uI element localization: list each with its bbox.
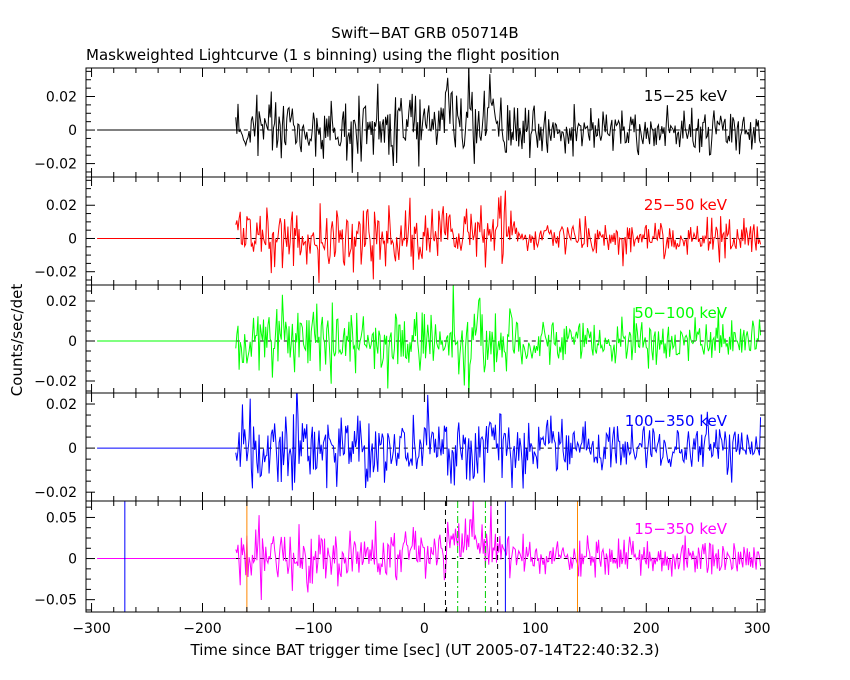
y-tick-label: 0 <box>68 334 77 350</box>
x-tick-label: 300 <box>744 621 771 637</box>
lightcurve-trace <box>235 285 762 393</box>
panel-2: −0.02 0 0.02 25−50 keV <box>34 176 766 286</box>
x-tick-label: 200 <box>633 621 660 637</box>
y-tick-label: 0 <box>68 123 77 139</box>
x-tick-labels: −300 −200 −100 0 100 200 300 <box>72 621 770 637</box>
y-tick-label: 0 <box>68 231 77 247</box>
lightcurve-trace <box>235 393 762 491</box>
y-tick-label: −0.02 <box>34 374 77 390</box>
x-tick-label: −100 <box>294 621 332 637</box>
x-tick-label: 100 <box>522 621 549 637</box>
x-tick-label: −200 <box>183 621 221 637</box>
y-tick-label: 0.02 <box>46 198 77 214</box>
series-label: 100−350 keV <box>625 412 728 430</box>
y-tick-label: 0.05 <box>46 510 77 526</box>
lightcurve-trace <box>235 68 762 173</box>
y-tick-label: 0 <box>68 441 77 457</box>
panel-4: −0.02 0 0.02 100−350 keV <box>34 392 766 502</box>
y-tick-label: −0.02 <box>34 485 77 501</box>
y-tick-label: 0.02 <box>46 294 77 310</box>
panel-1: −0.02 0 0.02 15−25 keV <box>34 67 766 178</box>
panel-3: −0.02 0 0.02 50−100 keV <box>34 284 766 394</box>
chart-title: Swift−BAT GRB 050714B <box>331 24 518 42</box>
panel-frame <box>85 500 766 613</box>
x-tick-label: −300 <box>72 621 110 637</box>
series-label: 50−100 keV <box>634 304 727 322</box>
chart-subtitle: Maskweighted Lightcurve (1 s binning) us… <box>86 46 560 64</box>
series-label: 25−50 keV <box>644 196 728 214</box>
y-tick-label: 0 <box>68 552 77 568</box>
y-tick-label: −0.02 <box>34 265 77 281</box>
y-tick-label: −0.02 <box>34 157 77 173</box>
y-tick-label: −0.05 <box>34 593 77 609</box>
lightcurve-trace <box>235 501 762 600</box>
y-tick-label: 0.02 <box>46 90 77 106</box>
series-label: 15−350 keV <box>634 520 727 538</box>
panel-5: −0.05 0 0.05 15−350 keV <box>34 500 766 613</box>
x-axis-label: Time since BAT trigger time [sec] (UT 20… <box>190 641 660 659</box>
x-tick-label: 0 <box>420 621 429 637</box>
y-tick-label: 0.02 <box>46 397 77 413</box>
y-axis-label: Counts/sec/det <box>8 284 26 397</box>
series-label: 15−25 keV <box>644 87 728 105</box>
lightcurve-trace <box>235 190 762 283</box>
